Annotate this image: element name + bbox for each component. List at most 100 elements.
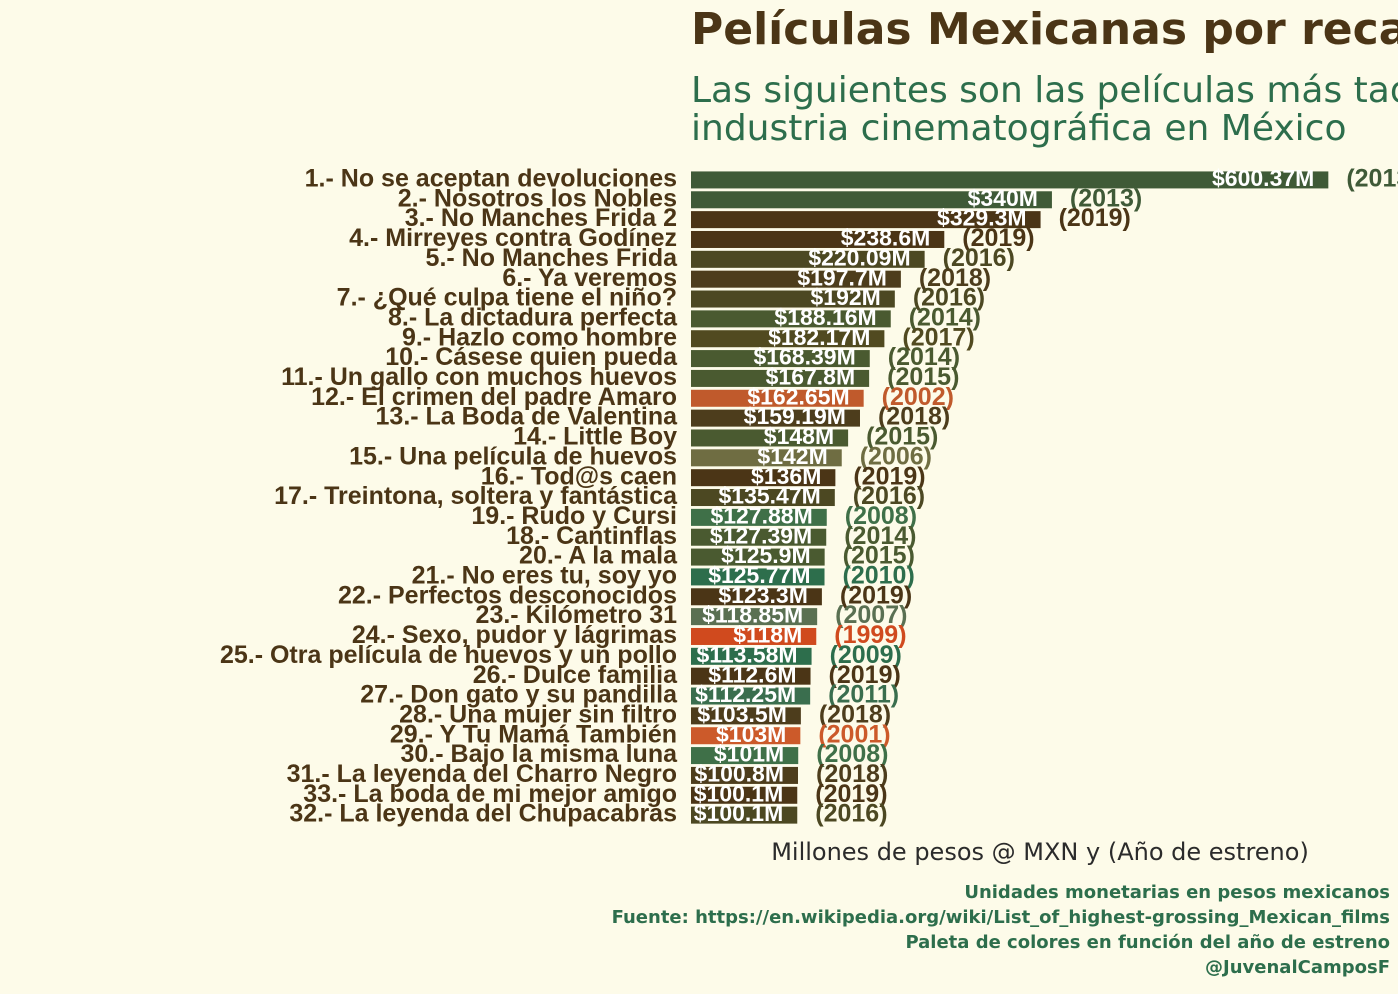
year-label: (2019) (853, 462, 925, 490)
category-label: 12.- El crimen del padre Amaro (311, 383, 677, 411)
value-label: $127.88M (710, 502, 812, 528)
bar (691, 528, 827, 546)
caption: Paleta de colores en función del año de … (905, 932, 1390, 953)
value-label: $162.65M (747, 383, 849, 409)
year-label: (2015) (887, 363, 959, 391)
bar (691, 469, 836, 487)
bar (691, 310, 891, 328)
category-label: 30.- Bajo la misma luna (401, 740, 679, 768)
value-label: $100.1M (694, 780, 784, 806)
bar (691, 211, 1041, 229)
year-label: (2009) (830, 641, 902, 669)
bar (691, 508, 827, 526)
category-label: 32.- La leyenda del Chupacabras (289, 800, 677, 828)
category-label: 25.- Otra película de huevos y un pollo (220, 641, 677, 669)
category-label: 14.- Little Boy (513, 423, 677, 451)
category-label: 8.- La dictadura perfecta (388, 303, 678, 331)
year-label: (1999) (834, 621, 906, 649)
category-label: 10.- Cásese quien pueda (385, 343, 678, 371)
year-label: (2016) (815, 800, 887, 828)
bar (691, 548, 825, 566)
category-label: 26.- Dulce familia (473, 661, 678, 689)
year-label: (2014) (888, 343, 960, 371)
category-label: 29.- Y Tu Mamá También (390, 720, 677, 748)
year-label: (2015) (843, 542, 915, 570)
caption: Fuente: https://en.wikipedia.org/wiki/Li… (612, 907, 1390, 928)
year-label: (2008) (816, 740, 888, 768)
category-label: 4.- Mirreyes contra Godínez (349, 224, 677, 252)
x-axis-label: Millones de pesos @ MXN y (Año de estren… (771, 838, 1309, 866)
category-label: 3.- No Manches Frida 2 (405, 204, 677, 232)
year-label: (2017) (902, 323, 974, 351)
bar (691, 409, 860, 427)
category-label: 23.- Kilómetro 31 (476, 601, 678, 629)
value-label: $148M (764, 423, 834, 449)
category-label: 18.- Cantinflas (506, 522, 677, 550)
year-label: (2018) (878, 403, 950, 431)
bar (691, 687, 811, 705)
year-label: (2007) (835, 601, 907, 629)
chart-title: Películas Mexicanas por recaudación (691, 4, 1398, 55)
bar (691, 568, 825, 586)
value-label: $103.5M (697, 701, 787, 727)
year-label: (2018) (816, 760, 888, 788)
category-label: 24.- Sexo, pudor y lágrimas (352, 621, 677, 649)
bar (691, 171, 1329, 189)
value-label: $103M (716, 721, 786, 747)
value-label: $197.7M (797, 264, 887, 290)
bar (691, 429, 849, 447)
category-label: 2.- Nosotros los Nobles (398, 184, 677, 212)
category-label: 16.- Tod@s caen (481, 462, 677, 490)
bar (691, 389, 864, 407)
value-label: $142M (757, 443, 827, 469)
value-label: $340M (968, 185, 1038, 211)
value-label: $135.47M (718, 483, 820, 509)
value-label: $600.37M (1212, 165, 1314, 191)
category-label: 19.- Rudo y Cursi (471, 502, 677, 530)
bar (691, 588, 822, 606)
year-label: (2019) (962, 224, 1034, 252)
category-label: 5.- No Manches Frida (426, 244, 679, 272)
value-label: $118M (733, 622, 802, 648)
value-label: $220.09M (808, 244, 910, 270)
bar (691, 727, 801, 745)
caption: @JuvenalCamposF (1205, 957, 1390, 978)
category-label: 21.- No eres tu, soy yo (412, 562, 677, 590)
year-label: (2016) (943, 244, 1015, 272)
value-label: $192M (810, 284, 880, 310)
bar (691, 250, 925, 268)
subtitle: industria cinematográfica en México (691, 108, 1347, 149)
value-label: $125.9M (721, 542, 811, 568)
year-label: (2016) (913, 284, 985, 312)
year-label: (2019) (840, 581, 912, 609)
category-label: 9.- Hazlo como hombre (402, 323, 677, 351)
category-label: 11.- Un gallo con muchos huevos (281, 363, 677, 391)
value-label: $112.25M (695, 681, 796, 707)
value-label: $123.3M (718, 582, 808, 608)
caption: Unidades monetarias en pesos mexicanos (964, 882, 1390, 903)
value-label: $100.1M (694, 800, 784, 826)
year-label: (2002) (882, 383, 954, 411)
bar (691, 647, 812, 665)
bar (691, 350, 870, 368)
category-label: 33.- La boda de mi mejor amigo (303, 780, 677, 808)
bar (691, 707, 801, 725)
value-label: $112.6M (708, 661, 796, 687)
year-label: (2018) (919, 264, 991, 292)
category-label: 7.- ¿Qué culpa tiene el niño? (337, 284, 677, 312)
category-label: 28.- Una mujer sin filtro (399, 700, 677, 728)
value-label: $329.3M (937, 205, 1027, 231)
year-label: (2013) (1346, 165, 1398, 193)
value-label: $188.16M (774, 304, 876, 330)
year-label: (2011) (828, 681, 899, 709)
year-label: (2016) (853, 482, 925, 510)
value-label: $159.19M (744, 403, 846, 429)
value-label: $238.6M (841, 225, 931, 251)
bar (691, 191, 1052, 209)
bar (691, 270, 901, 288)
category-label: 13.- La Boda de Valentina (376, 403, 679, 431)
value-label: $101M (714, 741, 784, 767)
year-label: (2015) (866, 423, 938, 451)
year-label: (2018) (819, 700, 891, 728)
